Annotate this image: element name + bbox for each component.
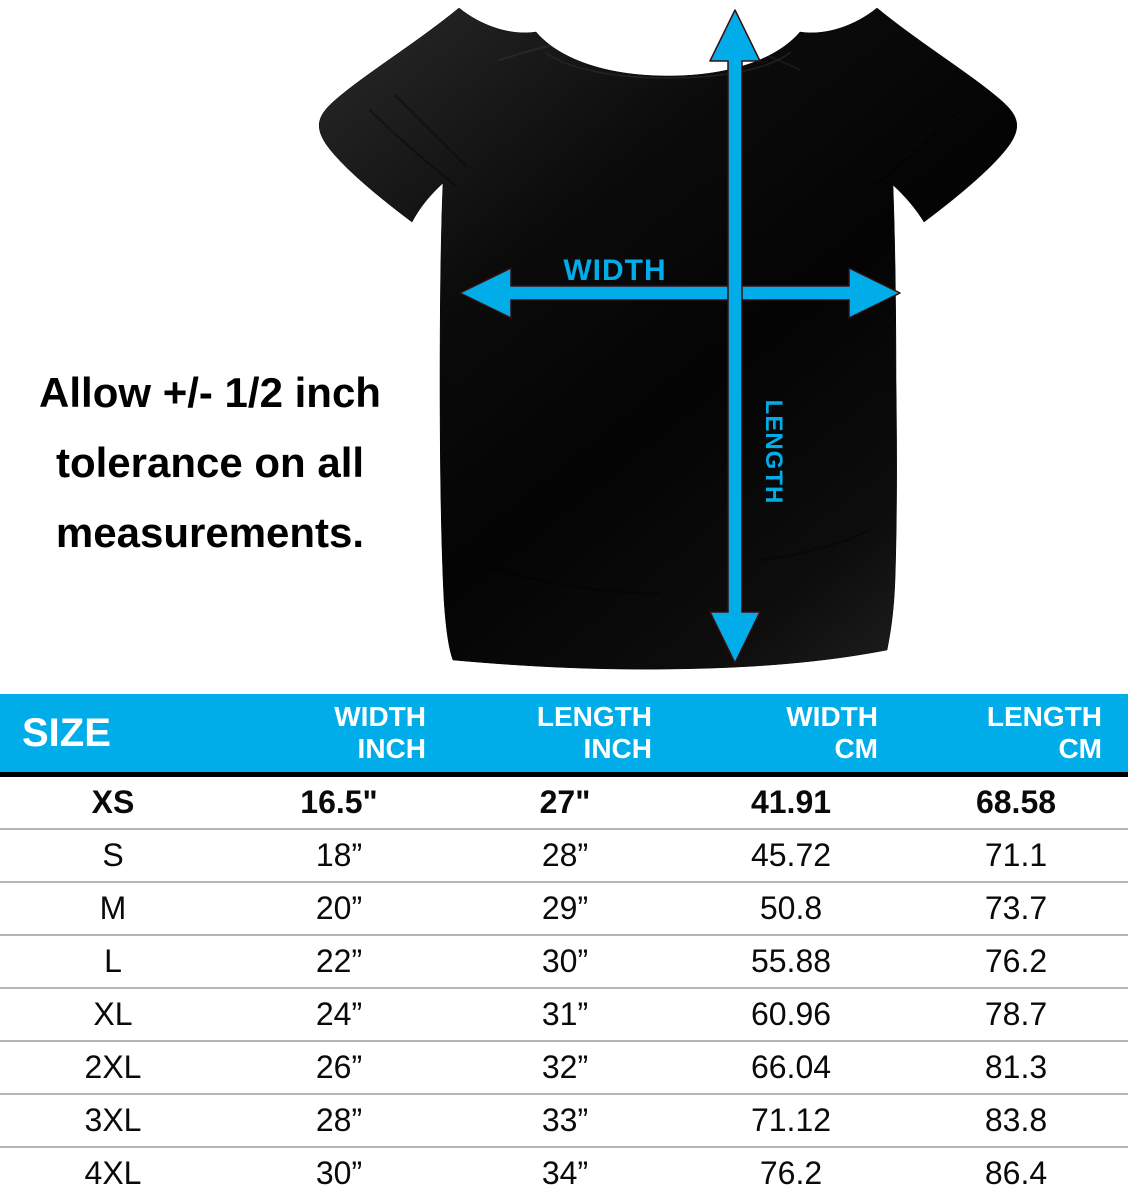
svg-text:LENGTH: LENGTH: [760, 400, 787, 505]
svg-text:WIDTH: WIDTH: [563, 254, 666, 287]
